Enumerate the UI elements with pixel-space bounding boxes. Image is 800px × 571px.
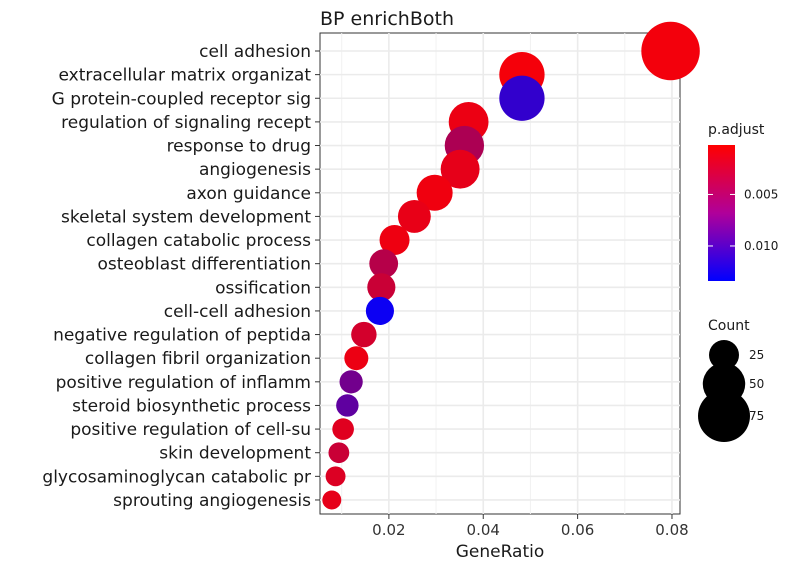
category-label: positive regulation of cell-su xyxy=(70,420,311,440)
x-axis-ticks: 0.02 0.04 0.06 0.08 xyxy=(372,514,689,539)
size-legend-title: Count xyxy=(708,318,750,334)
category-label: steroid biosynthetic process xyxy=(72,396,311,416)
category-label: osteoblast differentiation xyxy=(97,255,311,275)
category-label: cell-cell adhesion xyxy=(164,302,311,322)
color-legend-tick-label: 0.005 xyxy=(744,187,778,201)
size-legend-dot xyxy=(698,390,750,442)
data-point xyxy=(332,418,354,440)
data-point xyxy=(369,249,399,279)
category-labels: cell adhesion extracellular matrix organi… xyxy=(42,42,320,511)
category-label: glycosaminoglycan catabolic pr xyxy=(42,467,311,487)
color-legend: p.adjust 0.005 0.010 xyxy=(708,122,778,281)
category-label: regulation of signaling recept xyxy=(61,113,311,133)
category-label: collagen fibril organization xyxy=(85,349,311,369)
data-point xyxy=(325,466,346,487)
category-label: angiogenesis xyxy=(199,160,311,180)
category-label: positive regulation of inflamm xyxy=(56,373,311,393)
data-point xyxy=(379,225,410,256)
category-label: G protein-coupled receptor sig xyxy=(52,89,311,109)
x-tick-label: 0.08 xyxy=(655,521,688,539)
x-tick-label: 0.06 xyxy=(561,521,594,539)
category-label: axon guidance xyxy=(186,184,311,204)
x-tick-label: 0.04 xyxy=(467,521,500,539)
data-point xyxy=(344,346,369,371)
data-point xyxy=(440,149,480,189)
category-label: skeletal system development xyxy=(61,207,311,227)
category-label: cell adhesion xyxy=(199,42,311,62)
category-label: collagen catabolic process xyxy=(86,231,311,251)
color-legend-title: p.adjust xyxy=(708,122,765,138)
data-point xyxy=(365,296,394,326)
data-point xyxy=(322,490,342,510)
x-tick-label: 0.02 xyxy=(372,521,405,539)
data-point xyxy=(499,75,545,121)
color-legend-bar xyxy=(708,145,735,281)
size-legend-dot xyxy=(709,340,739,370)
data-point xyxy=(336,394,359,417)
category-label: sprouting angiogenesis xyxy=(113,491,311,511)
size-legend-label: 75 xyxy=(749,409,764,423)
category-label: skin development xyxy=(159,444,311,464)
category-label: extracellular matrix organizat xyxy=(59,66,312,86)
category-label: response to drug xyxy=(167,137,311,157)
size-legend-items: 25 50 75 xyxy=(698,340,764,442)
size-legend-label: 50 xyxy=(749,377,764,391)
data-points xyxy=(322,21,700,510)
color-legend-tick-label: 0.010 xyxy=(744,239,778,253)
data-point xyxy=(351,321,377,348)
data-point xyxy=(367,273,396,302)
size-legend: Count 25 50 75 xyxy=(698,318,764,442)
data-point xyxy=(641,21,700,81)
size-legend-label: 25 xyxy=(749,348,764,362)
data-point xyxy=(416,174,453,211)
data-point xyxy=(339,370,363,394)
chart-title: BP enrichBoth xyxy=(320,8,454,30)
color-legend-ticks: 0.005 0.010 xyxy=(708,187,778,253)
data-point xyxy=(328,442,350,464)
category-label: negative regulation of peptida xyxy=(53,326,311,346)
data-point xyxy=(397,199,431,233)
category-label: ossification xyxy=(215,278,311,298)
x-axis-title: GeneRatio xyxy=(456,542,545,562)
